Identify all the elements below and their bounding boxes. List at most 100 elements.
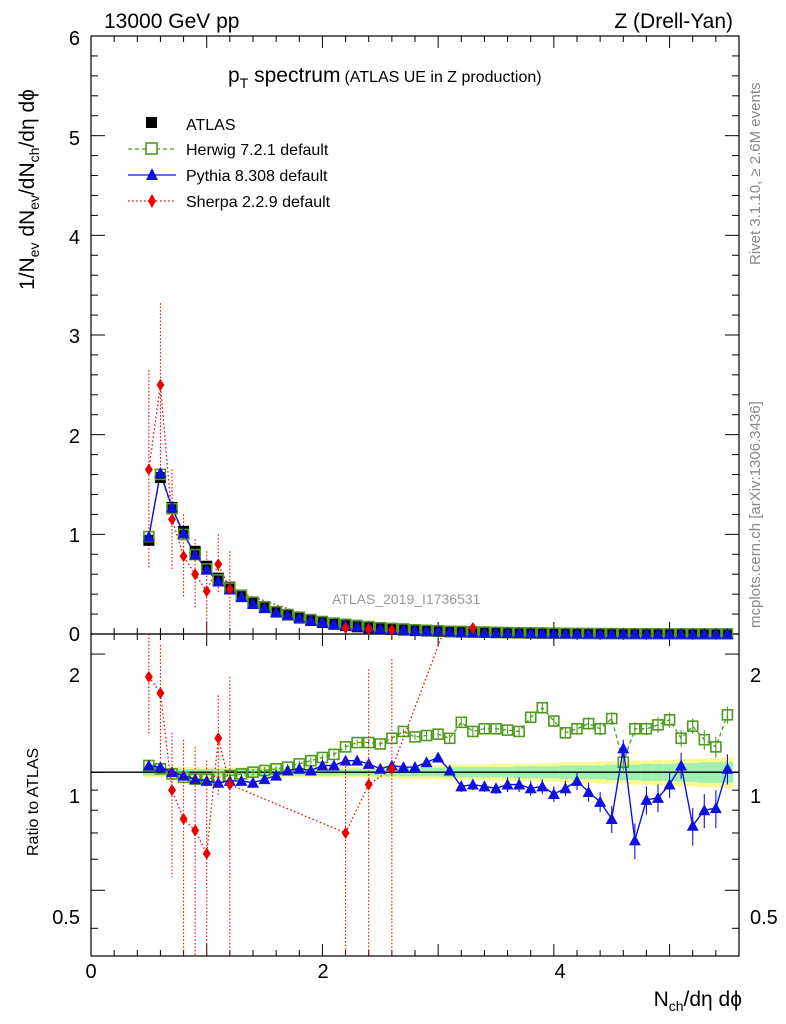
herwig-ratio-point	[605, 712, 618, 725]
mcplots-label: mcplots.cern.ch [arXiv:1306.3436]	[747, 401, 764, 628]
pythia-ratio-point	[374, 762, 387, 774]
herwig-ratio-point	[594, 722, 606, 735]
herwig-ratio-point	[663, 713, 676, 726]
sherpa-point	[179, 550, 188, 563]
herwig-ratio-point	[455, 716, 468, 729]
pythia-point	[397, 623, 410, 635]
pythia-point	[628, 627, 641, 639]
ratio-y-axis-title: Ratio to ATLAS	[25, 748, 42, 856]
herwig-ratio-point	[710, 741, 722, 753]
ratio-y-tick-label-right: 1	[750, 786, 761, 808]
pythia-point	[455, 626, 468, 638]
pythia-point	[559, 627, 572, 639]
herwig-ratio-point	[351, 736, 363, 749]
pythia-ratio-point	[212, 776, 225, 788]
sherpa-point	[156, 378, 165, 391]
herwig-ratio-point	[675, 732, 687, 745]
y-tick-label: 1	[69, 525, 80, 547]
header-left-label: 13000 GeV pp	[104, 10, 239, 33]
herwig-ratio-point	[501, 724, 514, 736]
y-tick-label: 3	[69, 326, 80, 348]
ratio-y-tick-label: 0.5	[52, 907, 80, 929]
sherpa-point	[341, 622, 350, 635]
sherpa-point	[364, 623, 373, 636]
pythia-ratio-point	[443, 764, 456, 776]
sherpa-point	[168, 513, 176, 526]
herwig-ratio-point	[374, 738, 387, 750]
legend-label-herwig: Herwig 7.2.1 default	[186, 142, 329, 159]
sherpa-ratio-point	[168, 784, 176, 797]
herwig-ratio-point	[686, 720, 699, 732]
pythia-point	[258, 602, 271, 614]
pythia-point	[536, 627, 549, 639]
sherpa-point	[225, 583, 234, 596]
pythia-ratio-point	[513, 778, 526, 790]
pythia-ratio-point	[304, 764, 317, 776]
pythia-point	[478, 626, 491, 638]
herwig-ratio-point	[443, 732, 456, 745]
legend-label-pythia: Pythia 8.308 default	[186, 168, 328, 185]
pythia-point	[432, 625, 445, 637]
pythia-point	[304, 614, 317, 626]
pythia-ratio-point	[258, 773, 271, 785]
herwig-ratio-point	[432, 728, 444, 740]
pythia-point	[316, 616, 329, 628]
pythia-ratio-point	[328, 759, 340, 771]
herwig-ratio-point	[328, 748, 340, 761]
herwig-ratio-point	[513, 725, 525, 738]
chart-title: pT spectrum (ATLAS UE in Z production)	[228, 64, 542, 91]
pythia-point	[652, 627, 664, 639]
pythia-ratio-point	[698, 804, 711, 816]
pythia-point	[166, 501, 178, 513]
pythia-line	[148, 472, 728, 635]
pythia-point	[420, 624, 433, 636]
header-right-label: Z (Drell-Yan)	[614, 10, 733, 33]
pythia-ratio-point	[524, 782, 537, 794]
pythia-point	[686, 627, 699, 639]
pythia-ratio-point	[455, 780, 468, 792]
pythia-ratio-point	[652, 791, 664, 803]
pythia-point	[501, 626, 514, 638]
pythia-point	[490, 626, 502, 638]
pythia-ratio-point	[316, 759, 329, 771]
pythia-ratio-point	[686, 819, 699, 831]
pythia-ratio-point	[235, 774, 248, 786]
herwig-ratio-point	[524, 711, 537, 724]
herwig-ratio-point	[467, 725, 479, 738]
pythia-point	[709, 627, 722, 639]
y-tick-label: 2	[69, 426, 80, 448]
legend-label-atlas: ATLAS	[186, 117, 236, 134]
x-tick-label: 0	[85, 961, 96, 983]
pythia-ratio-point	[663, 778, 676, 790]
pythia-point	[281, 608, 294, 620]
legend-marker-herwig	[145, 142, 158, 155]
ratio-plot-frame	[90, 633, 740, 957]
pythia-point	[235, 591, 248, 603]
x-tick-label: 2	[317, 961, 328, 983]
herwig-ratio-point	[640, 722, 653, 735]
pythia-ratio-point	[605, 812, 618, 824]
ratio-y-tick-label: 1	[69, 786, 80, 808]
herwig-ratio-point	[339, 741, 352, 753]
analysis-label: ATLAS_2019_I1736531	[332, 591, 481, 607]
pythia-point	[698, 627, 711, 639]
herwig-ratio-point	[721, 709, 734, 721]
pythia-ratio-point	[247, 776, 259, 788]
pythia-ratio-point	[709, 802, 722, 814]
pythia-ratio-point	[270, 769, 283, 781]
ratio-y-tick-label-right: 2	[750, 665, 761, 687]
sherpa-ratio-point	[144, 670, 153, 683]
y-tick-label: 4	[69, 227, 80, 249]
pythia-point	[663, 627, 676, 639]
pythia-point	[351, 620, 364, 632]
sherpa-point	[387, 624, 396, 637]
herwig-ratio-point	[559, 726, 572, 739]
pythia-ratio-point	[490, 782, 502, 794]
pythia-point	[409, 624, 421, 636]
sherpa-ratio-point	[214, 732, 223, 745]
herwig-ratio-point	[548, 715, 560, 727]
pythia-point	[571, 627, 583, 639]
pythia-ratio-point	[547, 787, 560, 799]
pythia-point	[547, 627, 560, 639]
legend-marker-pythia	[146, 168, 158, 180]
